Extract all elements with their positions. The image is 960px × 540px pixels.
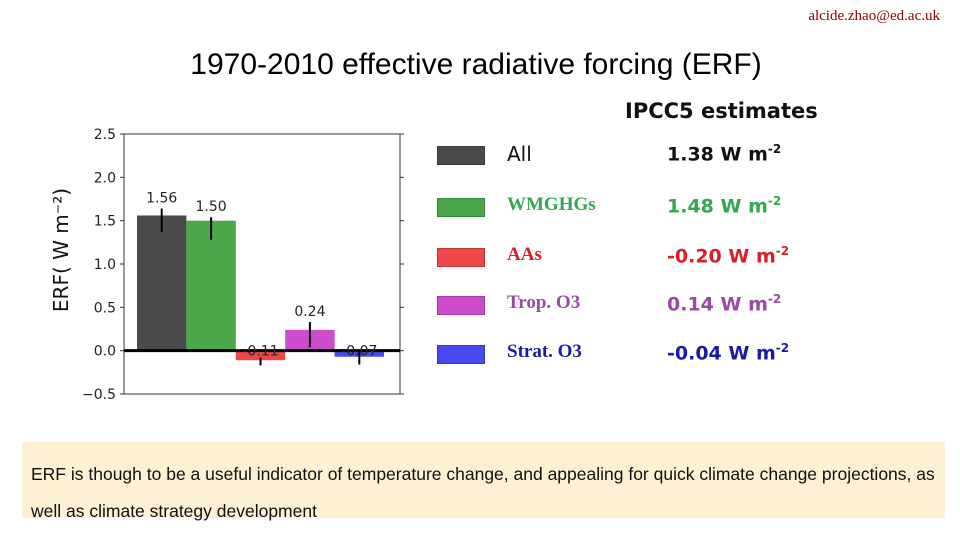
legend-item: AAs -0.20 W m-2 [437, 244, 817, 274]
y-tick-label: 1.0 [94, 257, 116, 273]
estimate-value: 1.38 W m [667, 143, 768, 166]
legend-item: All 1.38 W m-2 [437, 142, 817, 172]
estimate-value: 1.48 W m [667, 195, 768, 218]
legend-heading: IPCC5 estimates [625, 99, 818, 123]
bar-wmghgs [186, 220, 236, 351]
data-label: -0.07 [341, 344, 377, 360]
legend-swatch [437, 146, 485, 165]
y-tick-label: 2.5 [94, 127, 116, 143]
legend-label: Strat. O3 [507, 341, 582, 362]
legend-label: WMGHGs [507, 194, 596, 215]
estimate-exponent: -2 [767, 292, 782, 306]
slide-title: 1970-2010 effective radiative forcing (E… [190, 48, 762, 81]
y-tick-label: 0.0 [94, 344, 116, 360]
legend-swatch [437, 345, 485, 364]
data-label: -0.11 [242, 344, 278, 360]
legend-swatch [437, 248, 485, 267]
ipcc-estimate: 1.48 W m-2 [667, 194, 781, 217]
legend-swatch [437, 198, 485, 217]
data-label: 1.50 [196, 199, 227, 215]
legend-label: AAs [507, 244, 542, 265]
y-tick-label: 0.5 [94, 300, 116, 316]
estimate-exponent: -2 [775, 244, 790, 258]
author-email: alcide.zhao@ed.ac.uk [808, 8, 940, 24]
estimate-exponent: -2 [767, 142, 782, 156]
y-tick-label: 1.5 [94, 214, 116, 230]
legend-item: Strat. O3 -0.04 W m-2 [437, 341, 817, 371]
y-tick-label: −0.5 [82, 387, 116, 403]
legend-item: WMGHGs 1.48 W m-2 [437, 194, 817, 224]
note-text: ERF is though to be a useful indicator o… [31, 464, 935, 521]
bar-all [137, 215, 187, 351]
ipcc-estimate: 1.38 W m-2 [667, 142, 781, 165]
data-label: 1.56 [146, 191, 177, 207]
ipcc-estimate: -0.04 W m-2 [667, 341, 789, 364]
legend-swatch [437, 296, 485, 315]
y-axis-label: ERF( W m⁻²) [49, 188, 73, 312]
estimate-exponent: -2 [767, 194, 782, 208]
note-box: ERF is though to be a useful indicator o… [22, 442, 945, 521]
estimate-exponent: -2 [775, 341, 790, 355]
legend-label: All [507, 142, 532, 166]
data-label: 0.24 [294, 304, 325, 320]
estimate-value: -0.20 W m [667, 245, 776, 268]
y-tick-label: 2.0 [94, 170, 116, 186]
ipcc-estimate: -0.20 W m-2 [667, 244, 789, 267]
legend-item: Trop. O3 0.14 W m-2 [437, 292, 817, 322]
bar-aas [235, 350, 286, 361]
ipcc-estimate: 0.14 W m-2 [667, 292, 781, 315]
estimate-value: 0.14 W m [667, 293, 768, 316]
estimate-value: -0.04 W m [667, 342, 776, 365]
legend-label: Trop. O3 [507, 292, 581, 313]
